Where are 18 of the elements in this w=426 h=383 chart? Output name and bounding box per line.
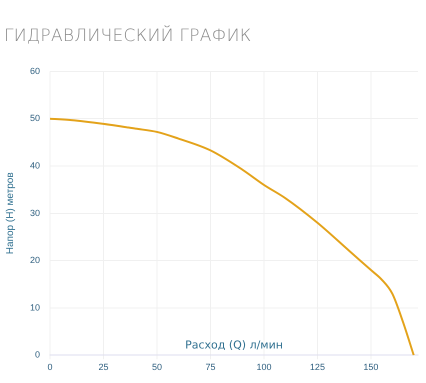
x-axis-title: Расход (Q) л/мин [185, 338, 283, 352]
y-tick-label: 0 [34, 350, 40, 360]
y-tick-label: 40 [30, 160, 40, 170]
y-axis-title: Напор (H) метров [4, 172, 16, 254]
x-tick-label: 0 [48, 362, 53, 372]
x-tick-label: 150 [363, 362, 378, 372]
x-tick-label: 25 [98, 362, 109, 372]
y-tick-label: 60 [30, 66, 40, 76]
x-tick-label: 75 [205, 362, 216, 372]
chart-title: ГИДРАВЛИЧЕСКИЙ ГРАФИК [4, 26, 252, 46]
y-tick-label: 20 [30, 255, 40, 266]
x-tick-label: 100 [256, 362, 272, 372]
x-tick-label: 125 [310, 362, 325, 372]
line-series [50, 118, 415, 356]
x-tick-label: 50 [152, 362, 162, 372]
y-tick-label: 10 [30, 302, 40, 312]
y-tick-label: 30 [30, 208, 40, 218]
y-tick-label: 50 [30, 113, 40, 124]
